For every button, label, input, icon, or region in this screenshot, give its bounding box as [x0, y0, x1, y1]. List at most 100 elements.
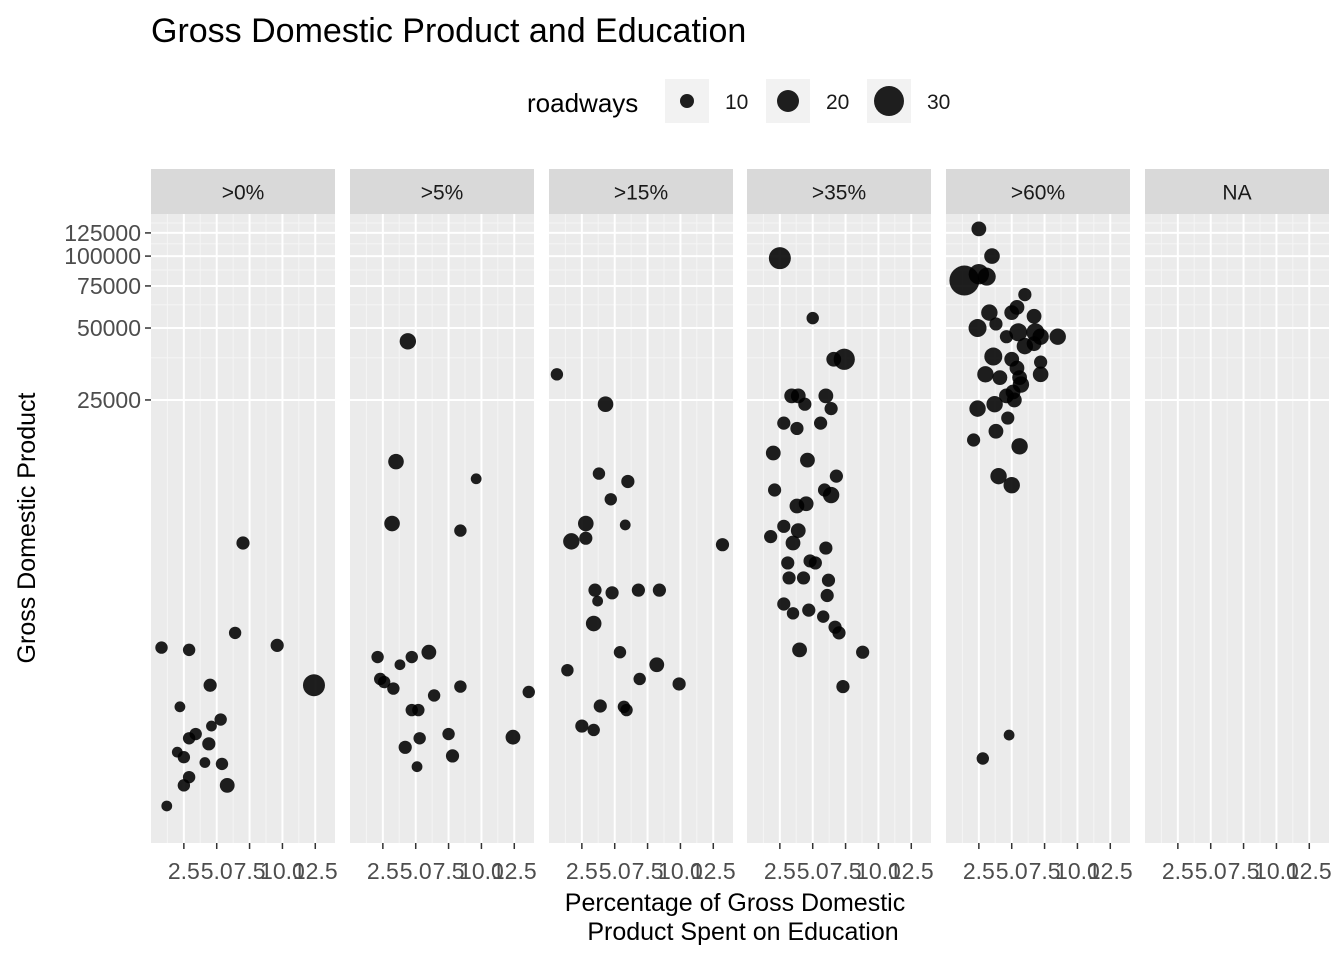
data-point	[782, 571, 796, 585]
x-tick-label: 12.5	[889, 858, 934, 884]
data-point	[819, 541, 833, 555]
x-tick-label: 5.0	[1195, 858, 1227, 884]
data-point	[505, 729, 521, 745]
x-tick-label: 7.5	[234, 858, 266, 884]
facet-strip	[549, 169, 733, 214]
data-point	[672, 677, 686, 691]
legend-key-label: 30	[927, 91, 950, 114]
legend-key-label: 10	[725, 91, 748, 114]
data-point	[971, 221, 987, 237]
facet-strip	[747, 169, 931, 214]
data-point	[394, 659, 406, 671]
data-point	[967, 433, 981, 447]
data-point	[792, 642, 807, 658]
data-point	[454, 524, 467, 537]
data-point	[977, 267, 996, 286]
x-tick-label: 5.0	[400, 858, 432, 884]
data-point	[442, 727, 455, 741]
data-point	[585, 615, 602, 632]
legend-key-point	[777, 90, 799, 112]
facet-strip	[350, 169, 534, 214]
data-point	[633, 672, 646, 686]
data-point	[990, 467, 1007, 485]
data-point	[155, 641, 168, 654]
data-point	[597, 396, 614, 412]
x-tick-label: 12.5	[1088, 858, 1133, 884]
data-point	[399, 333, 417, 350]
panel-background	[1145, 214, 1329, 843]
data-point	[826, 351, 842, 367]
data-point	[856, 645, 870, 659]
facet-panel: >0%	[151, 169, 335, 843]
panel-background	[747, 214, 931, 843]
data-point	[592, 595, 604, 607]
data-point	[621, 474, 635, 489]
x-tick-label: 12.5	[691, 858, 736, 884]
data-point	[821, 573, 836, 587]
data-point	[768, 247, 791, 270]
x-tick-label: 5.0	[599, 858, 631, 884]
data-point	[215, 757, 229, 771]
data-point	[1004, 305, 1020, 321]
data-point	[969, 400, 986, 417]
data-point	[765, 445, 781, 461]
data-point	[814, 416, 828, 430]
data-point	[764, 530, 778, 544]
data-point	[470, 473, 482, 485]
data-point	[174, 701, 186, 713]
data-point	[981, 304, 998, 321]
data-point	[413, 732, 426, 745]
data-point	[836, 679, 850, 694]
data-point	[829, 469, 843, 483]
data-point	[182, 643, 196, 657]
data-point	[228, 626, 242, 640]
data-point	[522, 685, 535, 699]
legend-keys: 10 20 30	[665, 79, 950, 123]
x-tick-label: 10.0	[1254, 858, 1299, 884]
data-point	[1003, 729, 1015, 741]
data-point	[620, 703, 633, 717]
data-point	[575, 719, 589, 733]
data-point	[613, 646, 627, 659]
x-tick-label: 2.5	[168, 858, 200, 884]
data-point	[270, 638, 284, 652]
data-point	[808, 556, 822, 570]
data-point	[790, 523, 806, 539]
x-tick-label: 7.5	[1228, 858, 1260, 884]
x-axis-title-line-1: Percentage of Gross Domestic	[565, 889, 905, 917]
facet-panel: >35%	[747, 169, 931, 843]
y-axis-title: Gross Domestic Product	[13, 392, 41, 663]
x-axis-title-line-2: Product Spent on Education	[587, 918, 898, 946]
x-tick-label: 2.5	[764, 858, 796, 884]
x-tick-label: 2.5	[367, 858, 399, 884]
data-point	[427, 689, 441, 702]
data-point	[781, 556, 795, 570]
data-point	[818, 388, 834, 404]
y-tick-label: 50000	[77, 315, 141, 341]
data-point	[421, 644, 437, 660]
x-tick-label: 7.5	[632, 858, 664, 884]
data-point	[588, 583, 602, 597]
data-point	[592, 467, 606, 480]
data-point	[798, 496, 814, 512]
data-point	[1011, 438, 1028, 455]
data-point	[1034, 355, 1048, 369]
data-point	[1018, 287, 1032, 302]
data-point	[1001, 411, 1015, 425]
data-point	[802, 603, 816, 617]
data-point	[777, 519, 791, 533]
data-point	[992, 370, 1008, 386]
data-point	[219, 777, 235, 793]
x-tick-label: 10.0	[459, 858, 504, 884]
data-point	[199, 757, 211, 768]
data-point	[587, 723, 600, 737]
x-axes: 2.5 5.0 7.510.012.5 2.5 5.0 7.510.012.5 2.5 5.0…	[168, 843, 1332, 884]
data-point	[989, 317, 1003, 331]
x-tick-label: 12.5	[293, 858, 338, 884]
data-point	[605, 586, 619, 600]
data-point	[1032, 366, 1049, 383]
x-tick-label: 5.0	[797, 858, 829, 884]
data-point	[161, 800, 173, 812]
data-point	[202, 737, 216, 751]
data-point	[833, 348, 855, 370]
